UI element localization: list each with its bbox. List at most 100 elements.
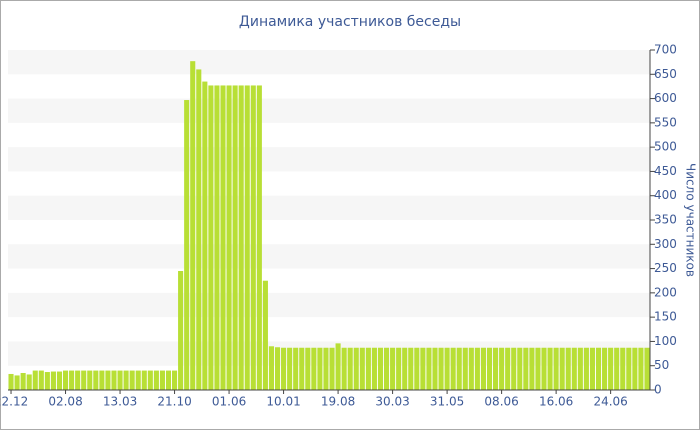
bar (159, 370, 165, 390)
bar (299, 347, 305, 390)
bar (87, 370, 93, 390)
bar (317, 347, 323, 390)
bar (44, 372, 50, 390)
bar (571, 347, 577, 390)
bar (220, 85, 226, 390)
bar (323, 347, 329, 390)
bar (450, 347, 456, 390)
bar (172, 370, 178, 390)
bar (226, 85, 232, 390)
bar (620, 347, 626, 390)
bar (577, 347, 583, 390)
x-tick-label: 10.01 (266, 395, 300, 409)
bar (293, 347, 299, 390)
bar (75, 370, 81, 390)
y-tick-label: 600 (654, 91, 677, 105)
y-tick-label: 500 (654, 140, 677, 154)
bar (117, 370, 123, 390)
bar (347, 347, 353, 390)
bar (595, 347, 602, 390)
bar (329, 347, 335, 390)
bar (632, 347, 638, 390)
bar (486, 347, 493, 390)
bar (480, 347, 486, 390)
bar (8, 373, 14, 390)
bar (408, 347, 414, 390)
bar (62, 370, 69, 390)
y-tick-label: 300 (654, 237, 677, 251)
bar (153, 370, 159, 390)
bar (426, 347, 432, 390)
bar (608, 347, 614, 390)
grid-band (8, 292, 650, 318)
x-tick-label: 02.08 (48, 395, 82, 409)
x-tick-label: 21.10 (157, 395, 191, 409)
bar (232, 85, 238, 390)
bar (402, 347, 408, 390)
bar (626, 347, 632, 390)
bar (547, 347, 553, 390)
x-tick-label: 08.06 (484, 395, 518, 409)
bar (111, 370, 117, 390)
bar (50, 371, 56, 390)
bar (93, 370, 99, 390)
bar (244, 85, 250, 390)
bar (305, 347, 311, 390)
bar (165, 370, 172, 390)
bar (523, 347, 529, 390)
bar (262, 280, 268, 390)
bar (184, 100, 190, 391)
bar (256, 85, 262, 390)
bar (123, 370, 129, 390)
bar (638, 347, 644, 390)
y-tick-label: 550 (654, 115, 677, 129)
bar (565, 347, 571, 390)
y-tick-label: 200 (654, 285, 677, 299)
bar (432, 347, 438, 390)
bar (365, 347, 371, 390)
bar (559, 347, 565, 390)
bar (377, 347, 384, 390)
bar (20, 373, 26, 390)
x-tick-label: 16.06 (539, 395, 573, 409)
bar (529, 347, 535, 390)
bar (583, 347, 589, 390)
bar (420, 347, 426, 390)
bar (281, 347, 287, 390)
bar (353, 347, 359, 390)
bar (468, 347, 474, 390)
bar (371, 347, 377, 390)
bar (135, 370, 141, 390)
bar (190, 61, 196, 391)
bar (511, 347, 517, 390)
bar (517, 347, 523, 390)
bar (444, 347, 450, 390)
bar (196, 69, 202, 390)
y-tick-label: 50 (654, 358, 669, 372)
bar (147, 370, 153, 390)
bar (462, 347, 468, 390)
y-tick-label: 700 (654, 43, 677, 57)
bar (383, 347, 390, 390)
bar (129, 370, 135, 390)
bar (553, 347, 559, 390)
y-tick-label: 250 (654, 261, 677, 275)
bar (493, 347, 499, 390)
bar (644, 347, 650, 390)
bar (438, 347, 444, 390)
y-tick-label: 400 (654, 188, 677, 202)
x-tick-label: 01.06 (212, 395, 246, 409)
bar (341, 347, 347, 390)
bar (26, 374, 32, 390)
grid-band (8, 195, 650, 220)
bar (456, 347, 462, 390)
chart-title: Динамика участников беседы (239, 14, 461, 30)
y-tick-label: 350 (654, 213, 677, 227)
bar (589, 347, 596, 390)
bar (414, 347, 420, 390)
bar (602, 347, 608, 390)
bar (208, 85, 214, 390)
y-axis-title: Число участников (684, 163, 698, 277)
